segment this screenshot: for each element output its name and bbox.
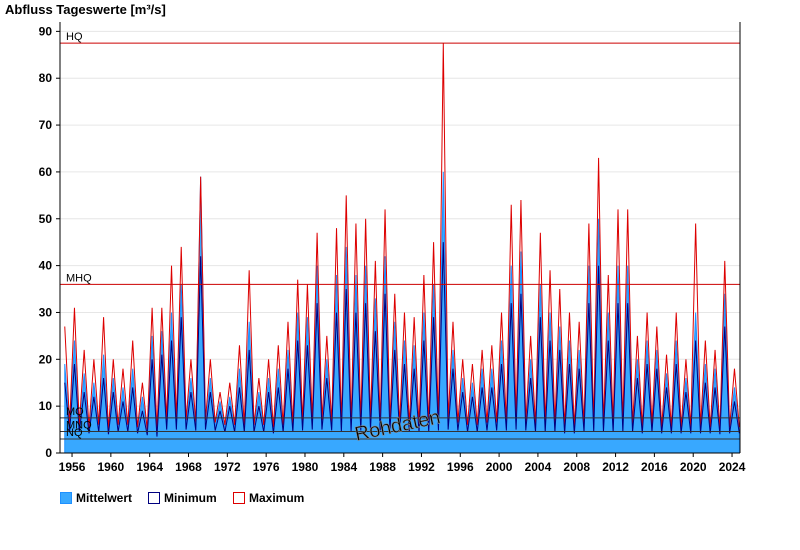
- x-tick-label: 1980: [292, 460, 319, 474]
- x-tick-label: 1976: [253, 460, 280, 474]
- line-1: [64, 242, 740, 437]
- x-tick-label: 1964: [136, 460, 163, 474]
- reference-label: MNQ: [66, 419, 92, 431]
- x-tick-label: 2016: [641, 460, 668, 474]
- legend-label: Maximum: [249, 491, 304, 505]
- y-tick-label: 30: [39, 305, 53, 319]
- legend-swatch: [60, 492, 72, 504]
- x-tick-label: 1988: [369, 460, 396, 474]
- line-2: [64, 43, 740, 430]
- chart-title: Abfluss Tageswerte [m³/s]: [5, 2, 166, 17]
- reference-label: MQ: [66, 406, 84, 418]
- reference-label: MHQ: [66, 272, 92, 284]
- x-tick-label: 1960: [98, 460, 125, 474]
- reference-label: NQ: [66, 427, 83, 439]
- x-tick-label: 2024: [719, 460, 746, 474]
- x-tick-label: 2012: [602, 460, 629, 474]
- y-tick-label: 50: [39, 212, 53, 226]
- y-tick-label: 70: [39, 118, 53, 132]
- x-tick-label: 2000: [486, 460, 513, 474]
- x-tick-label: 1972: [214, 460, 241, 474]
- y-tick-label: 90: [39, 24, 53, 38]
- y-tick-label: 80: [39, 71, 53, 85]
- x-tick-label: 1956: [59, 460, 86, 474]
- x-tick-label: 2020: [680, 460, 707, 474]
- x-tick-label: 2008: [563, 460, 590, 474]
- y-tick-label: 0: [45, 446, 52, 460]
- legend-swatch: [233, 492, 245, 504]
- reference-label: HQ: [66, 31, 83, 43]
- y-tick-label: 40: [39, 259, 53, 273]
- y-tick-label: 10: [39, 399, 53, 413]
- x-tick-label: 1992: [408, 460, 435, 474]
- y-tick-label: 60: [39, 165, 53, 179]
- legend-label: Mittelwert: [76, 491, 132, 505]
- x-tick-label: 2004: [525, 460, 552, 474]
- x-tick-label: 1996: [447, 460, 474, 474]
- x-tick-label: 1984: [330, 460, 357, 474]
- legend-swatch: [148, 492, 160, 504]
- legend-label: Minimum: [164, 491, 217, 505]
- x-tick-label: 1968: [175, 460, 202, 474]
- y-tick-label: 20: [39, 352, 53, 366]
